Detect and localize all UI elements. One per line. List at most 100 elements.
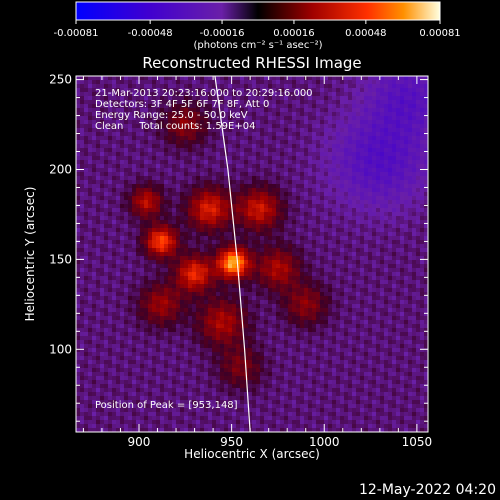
heatmap-cell [292,288,296,292]
heatmap-cell [252,232,256,236]
heatmap-cell [164,88,168,92]
heatmap-cell [260,376,264,380]
heatmap-cell [152,412,156,416]
heatmap-cell [176,312,180,316]
heatmap-cell [144,88,148,92]
heatmap-cell [176,216,180,220]
heatmap-cell [164,84,168,88]
heatmap-cell [284,124,288,128]
heatmap-cell [276,100,280,104]
heatmap-cell [180,420,184,424]
heatmap-cell [232,164,236,168]
heatmap-cell [116,168,120,172]
heatmap-cell [268,272,272,276]
heatmap-cell [80,428,84,432]
heatmap-cell [76,264,80,268]
heatmap-cell [280,180,284,184]
heatmap-cell [228,236,232,240]
heatmap-cell [80,80,84,84]
heatmap-cell [156,108,160,112]
heatmap-cell [120,404,124,408]
heatmap-cell [180,328,184,332]
heatmap-cell [88,300,92,304]
heatmap-cell [148,156,152,160]
heatmap-cell [160,404,164,408]
heatmap-cell [288,236,292,240]
heatmap-cell [208,412,212,416]
heatmap-cell [200,140,204,144]
heatmap-cell [128,312,132,316]
heatmap-cell [100,424,104,428]
heatmap-cell [240,256,244,260]
heatmap-cell [148,176,152,180]
heatmap-cell [80,200,84,204]
heatmap-cell [80,280,84,284]
heatmap-cell [184,244,188,248]
heatmap-cell [172,196,176,200]
heatmap-cell [240,420,244,424]
heatmap-cell [192,88,196,92]
heatmap-cell [228,168,232,172]
heatmap-cell [156,116,160,120]
heatmap-cell [172,112,176,116]
heatmap-cell [232,276,236,280]
heatmap-cell [132,196,136,200]
heatmap-cell [156,292,160,296]
heatmap-cell [76,212,80,216]
heatmap-cell [188,172,192,176]
heatmap-cell [148,404,152,408]
heatmap-cell [112,140,116,144]
heatmap-cell [104,196,108,200]
heatmap-cell [284,396,288,400]
heatmap-cell [208,152,212,156]
heatmap-cell [76,332,80,336]
heatmap-cell [128,364,132,368]
heatmap-cell [276,400,280,404]
heatmap-cell [180,168,184,172]
heatmap-cell [144,268,148,272]
heatmap-cell [140,376,144,380]
heatmap-cell [152,312,156,316]
heatmap-cell [180,264,184,268]
heatmap-cell [260,360,264,364]
heatmap-cell [176,76,180,80]
heatmap-cell [256,248,260,252]
heatmap-cell [256,268,260,272]
heatmap-cell [232,192,236,196]
heatmap-cell [136,224,140,228]
heatmap-cell [232,312,236,316]
heatmap-cell [288,384,292,388]
heatmap-cell [224,276,228,280]
heatmap-cell [92,80,96,84]
heatmap-cell [284,120,288,124]
heatmap-cell [148,312,152,316]
heatmap-cell [208,124,212,128]
heatmap-cell [144,404,148,408]
heatmap-cell [248,316,252,320]
heatmap-cell [284,200,288,204]
heatmap-cell [192,164,196,168]
heatmap-cell [148,136,152,140]
heatmap-cell [276,112,280,116]
heatmap-cell [236,104,240,108]
heatmap-cell [132,88,136,92]
heatmap-cell [236,168,240,172]
heatmap-cell [164,80,168,84]
heatmap-cell [156,152,160,156]
heatmap-cell [144,284,148,288]
heatmap-cell [268,100,272,104]
heatmap-cell [272,348,276,352]
heatmap-cell [144,156,148,160]
heatmap-cell [240,188,244,192]
heatmap-cell [140,364,144,368]
heatmap-cell [232,212,236,216]
heatmap-cell [284,168,288,172]
heatmap-cell [116,304,120,308]
heatmap-cell [168,136,172,140]
heatmap-cell [172,88,176,92]
heatmap-cell [184,180,188,184]
heatmap-cell [116,180,120,184]
heatmap-cell [120,356,124,360]
heatmap-cell [144,384,148,388]
heatmap-cell [160,284,164,288]
